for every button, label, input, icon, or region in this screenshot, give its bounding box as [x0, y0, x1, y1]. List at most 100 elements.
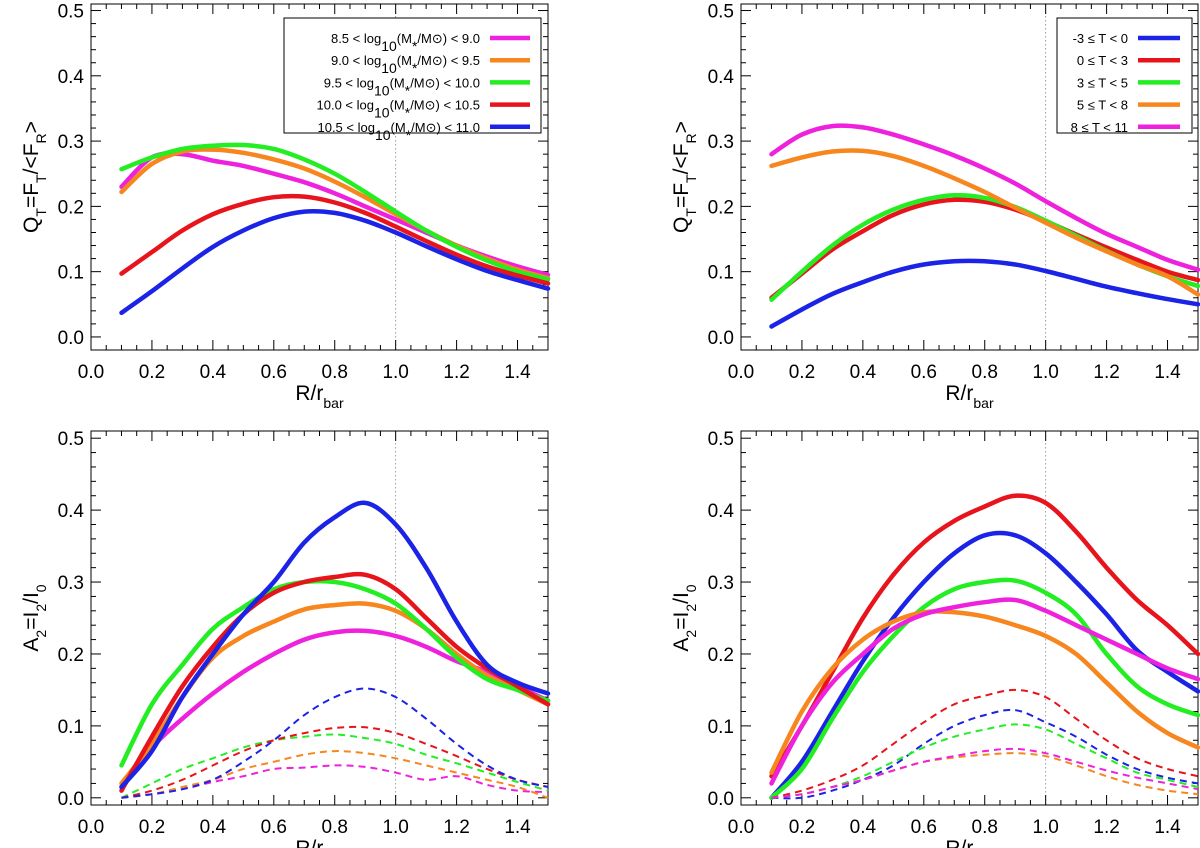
x-tick-label: 1.2: [443, 817, 469, 838]
x-tick-label: 0.2: [139, 817, 165, 838]
series-line-solid-4: [119, 208, 551, 316]
plot-frame: [90, 430, 549, 806]
series-line-solid-0: [769, 258, 1200, 329]
y-tick-label: 0.5: [708, 2, 734, 23]
series-line-solid-4: [769, 123, 1200, 272]
series-line-solid-3: [769, 148, 1200, 297]
x-axis-label: R/rbar: [945, 382, 994, 411]
x-tick-label: 0.2: [789, 817, 815, 838]
series-line-solid-2: [769, 577, 1200, 801]
x-tick-label: 0.0: [78, 817, 104, 838]
series-line-dashed-5: [121, 764, 549, 799]
x-tick-label: 0.6: [911, 817, 937, 838]
y-tick-label: 0.0: [708, 328, 734, 349]
legend-type-label: -3 ≤ T < 0: [1073, 31, 1128, 46]
y-tick-label: 0.4: [58, 67, 85, 88]
y-tick-label: 0.3: [708, 132, 734, 153]
y-tick-label: 0.0: [708, 789, 734, 810]
series-line-solid-2: [119, 578, 551, 768]
y-tick-label: 0.2: [708, 197, 734, 218]
series-lines: [769, 493, 1200, 801]
x-tick-label: 1.4: [1154, 817, 1181, 838]
series-lines: [769, 123, 1200, 329]
legend-mass-label: 9.5 < log10(M*/M⊙) < 10.0: [324, 75, 480, 98]
series-line-dashed-9: [121, 687, 549, 799]
y-axis-label: QT=FT/<FR>: [20, 121, 49, 233]
series-line-dashed-8: [771, 752, 1199, 799]
panel-bottom-right: 0.0 0.2 0.4 0.6 0.8 1.0 1.2 1.4 0.0 0.1 0.2 0.3 0.4 0…: [670, 429, 1200, 848]
y-tick-label: 0.3: [58, 132, 84, 153]
x-tick-label: 0.8: [972, 817, 998, 838]
x-tick-label: 1.4: [504, 362, 531, 383]
x-tick-label: 1.2: [1093, 362, 1119, 383]
x-axis-label: R/rbar: [945, 837, 994, 848]
legend-mass-label: 10.0 < log10(M*/M⊙) < 10.5: [317, 98, 480, 121]
y-axis-ticks: [91, 437, 548, 799]
y-tick-label: 0.5: [58, 2, 84, 23]
y-tick-label: 0.5: [708, 429, 734, 450]
y-tick-label: 0.4: [58, 501, 85, 522]
series-line-solid-4: [769, 597, 1200, 786]
legend-type-label: 8 ≤ T < 11: [1071, 120, 1128, 135]
x-axis-ticks: [90, 4, 549, 350]
x-axis-ticks: [740, 431, 1199, 805]
panel-top-right: 0.0 0.2 0.4 0.6 0.8 1.0 1.2 1.4 0.0 0.1 0.2 0.3 0.4 0…: [670, 2, 1200, 411]
y-tick-label: 0.5: [58, 429, 84, 450]
legend-type-label: 0 ≤ T < 3: [1077, 53, 1128, 68]
y-tick-label: 0.1: [708, 717, 734, 738]
legend-type-label: 5 ≤ T < 8: [1077, 98, 1128, 113]
series-lines: [119, 142, 551, 316]
y-axis-ticks: [741, 437, 1198, 799]
series-line-dashed-8: [121, 725, 549, 799]
series-line-solid-0: [119, 628, 551, 790]
y-tick-label: 0.2: [58, 645, 84, 666]
x-tick-label: 0.0: [728, 817, 754, 838]
x-tick-label: 1.0: [382, 817, 408, 838]
x-tick-label: 0.4: [850, 362, 877, 383]
series-line-solid-1: [769, 197, 1200, 301]
x-tick-label: 1.0: [1032, 817, 1058, 838]
x-axis-label: R/rbar: [295, 382, 344, 411]
y-tick-label: 0.1: [58, 263, 84, 284]
y-axis-label: A2=I2/I0: [670, 584, 699, 651]
x-axis-ticks: [90, 431, 549, 805]
y-tick-label: 0.1: [708, 263, 734, 284]
y-axis-label: QT=FT/<FR>: [670, 121, 699, 233]
y-axis-label: A2=I2/I0: [20, 584, 49, 651]
legend-type: -3 ≤ T < 0 0 ≤ T < 3 3 ≤ T < 5 5 ≤ T < 8 8 ≤…: [1056, 17, 1193, 135]
series-line-dashed-7: [771, 723, 1199, 799]
y-tick-label: 0.4: [708, 501, 735, 522]
series-line-dashed-9: [771, 747, 1199, 799]
x-tick-label: 0.4: [200, 362, 227, 383]
x-tick-label: 0.8: [972, 362, 998, 383]
series-line-solid-4: [119, 500, 551, 790]
legend-mass-label: 8.5 < log10(M*/M⊙) < 9.0: [331, 31, 480, 54]
x-tick-label: 1.2: [443, 362, 469, 383]
x-tick-label: 1.4: [504, 817, 531, 838]
series-line-solid-1: [769, 493, 1200, 779]
x-tick-label: 0.8: [322, 817, 348, 838]
y-tick-label: 0.3: [58, 573, 84, 594]
series-line-dashed-7: [121, 733, 549, 799]
series-line-dashed-6: [121, 750, 549, 799]
legend-type-label: 3 ≤ T < 5: [1077, 75, 1128, 90]
legend-mass-label: 10.5 < log10(M*/M⊙) < 11.0: [317, 120, 480, 143]
x-tick-label: 0.4: [850, 817, 877, 838]
x-tick-label: 1.4: [1154, 362, 1181, 383]
y-tick-label: 0.2: [58, 197, 84, 218]
x-tick-label: 0.4: [200, 817, 227, 838]
x-tick-label: 0.2: [139, 362, 165, 383]
series-line-solid-3: [769, 609, 1200, 775]
x-tick-label: 0.6: [261, 362, 287, 383]
series-line-solid-3: [119, 193, 551, 286]
series-line-solid-3: [119, 571, 551, 793]
series-lines: [119, 500, 551, 799]
panel-top-left: 0.0 0.2 0.4 0.6 0.8 1.0 1.2 1.4 0.0 0.1 0.2 0.3 0.4 0…: [20, 2, 551, 411]
y-axis-ticks: [741, 10, 1198, 338]
panel-bottom-left: 0.0 0.2 0.4 0.6 0.8 1.0 1.2 1.4 0.0 0.1 0.2 0.3 0.4 0…: [20, 429, 551, 848]
x-tick-label: 0.0: [728, 362, 754, 383]
x-tick-label: 1.0: [382, 362, 408, 383]
series-line-solid-2: [119, 142, 551, 282]
x-tick-label: 1.0: [1032, 362, 1058, 383]
